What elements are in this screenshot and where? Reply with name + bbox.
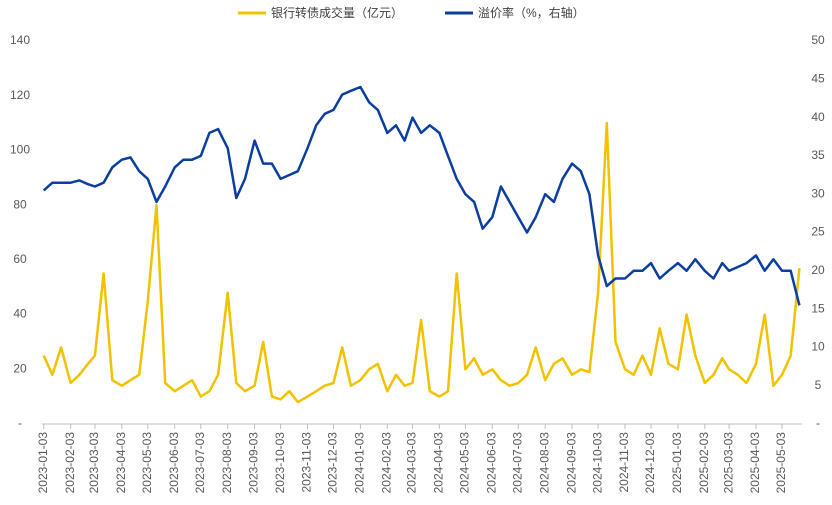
y-tick-label: 20 (13, 361, 27, 375)
x-tick-label: 2024-03-03 (405, 432, 419, 494)
x-tick-label: 2024-11-03 (617, 432, 631, 493)
y2-tick-label: 30 (811, 186, 825, 200)
x-tick-label: 2023-05-03 (140, 432, 154, 494)
y2-tick-label: 15 (811, 301, 825, 315)
x-tick-label: 2023-08-03 (220, 432, 234, 494)
x-tick-label: 2025-01-03 (670, 432, 684, 494)
x-tick-label: 2024-05-03 (458, 432, 472, 494)
x-tick-label: 2023-10-03 (273, 432, 287, 494)
x-tick-label: 2023-09-03 (247, 432, 261, 494)
line-series (42, 121, 801, 404)
line-series (42, 85, 801, 306)
y-tick-label: 140 (10, 33, 30, 47)
y2-tick-label: 25 (811, 225, 825, 239)
y-tick-label: 40 (13, 307, 27, 321)
y-tick-label: 80 (13, 197, 27, 211)
x-tick-label: 2024-12-03 (643, 432, 657, 494)
y2-tick-label: 10 (811, 340, 825, 354)
x-tick-label: 2024-08-03 (537, 432, 551, 494)
x-tick-label: 2024-04-03 (432, 432, 446, 494)
y2-tick-label: 20 (811, 263, 825, 277)
x-tick-label: 2024-09-03 (564, 432, 578, 494)
legend-label: 银行转债成交量（亿元） (271, 5, 403, 20)
x-tick-label: 2023-04-03 (114, 432, 128, 494)
x-tick-label: 2023-02-03 (63, 432, 77, 494)
x-tick-label: 2023-03-03 (87, 432, 101, 494)
y2-tick-label: 5 (815, 378, 822, 392)
x-tick-label: 2024-07-03 (510, 432, 524, 494)
y-tick-label: 60 (13, 252, 27, 266)
x-tick-label: 2025-04-03 (748, 432, 762, 494)
x-tick-label: 2023-06-03 (167, 432, 181, 494)
x-tick-label: 2023-01-03 (36, 432, 50, 494)
x-tick-label: 2024-01-03 (353, 432, 367, 494)
y2-tick-label: 45 (811, 71, 825, 85)
x-tick-label: 2025-05-03 (774, 432, 788, 494)
x-tick-label: 2024-02-03 (379, 432, 393, 494)
x-tick-label: 2024-10-03 (590, 432, 604, 494)
x-tick-label: 2025-03-03 (721, 432, 735, 494)
x-tick-label: 2023-07-03 (193, 432, 207, 494)
y-tick-label: 100 (10, 143, 30, 157)
y-tick-label: 120 (10, 88, 30, 102)
y2-tick-label: 50 (811, 33, 825, 47)
y2-tick-label: 40 (811, 110, 825, 124)
y2-tick-label: 35 (811, 148, 825, 162)
legend-label: 溢价率（%，右轴） (478, 5, 585, 20)
x-tick-label: 2025-02-03 (697, 432, 711, 494)
x-tick-label: 2024-06-03 (484, 432, 498, 494)
y-tick-label: - (18, 416, 22, 430)
x-tick-label: 2023-11-03 (300, 432, 314, 493)
x-tick-label: 2023-12-03 (326, 432, 340, 494)
y2-tick-label: - (816, 416, 820, 430)
